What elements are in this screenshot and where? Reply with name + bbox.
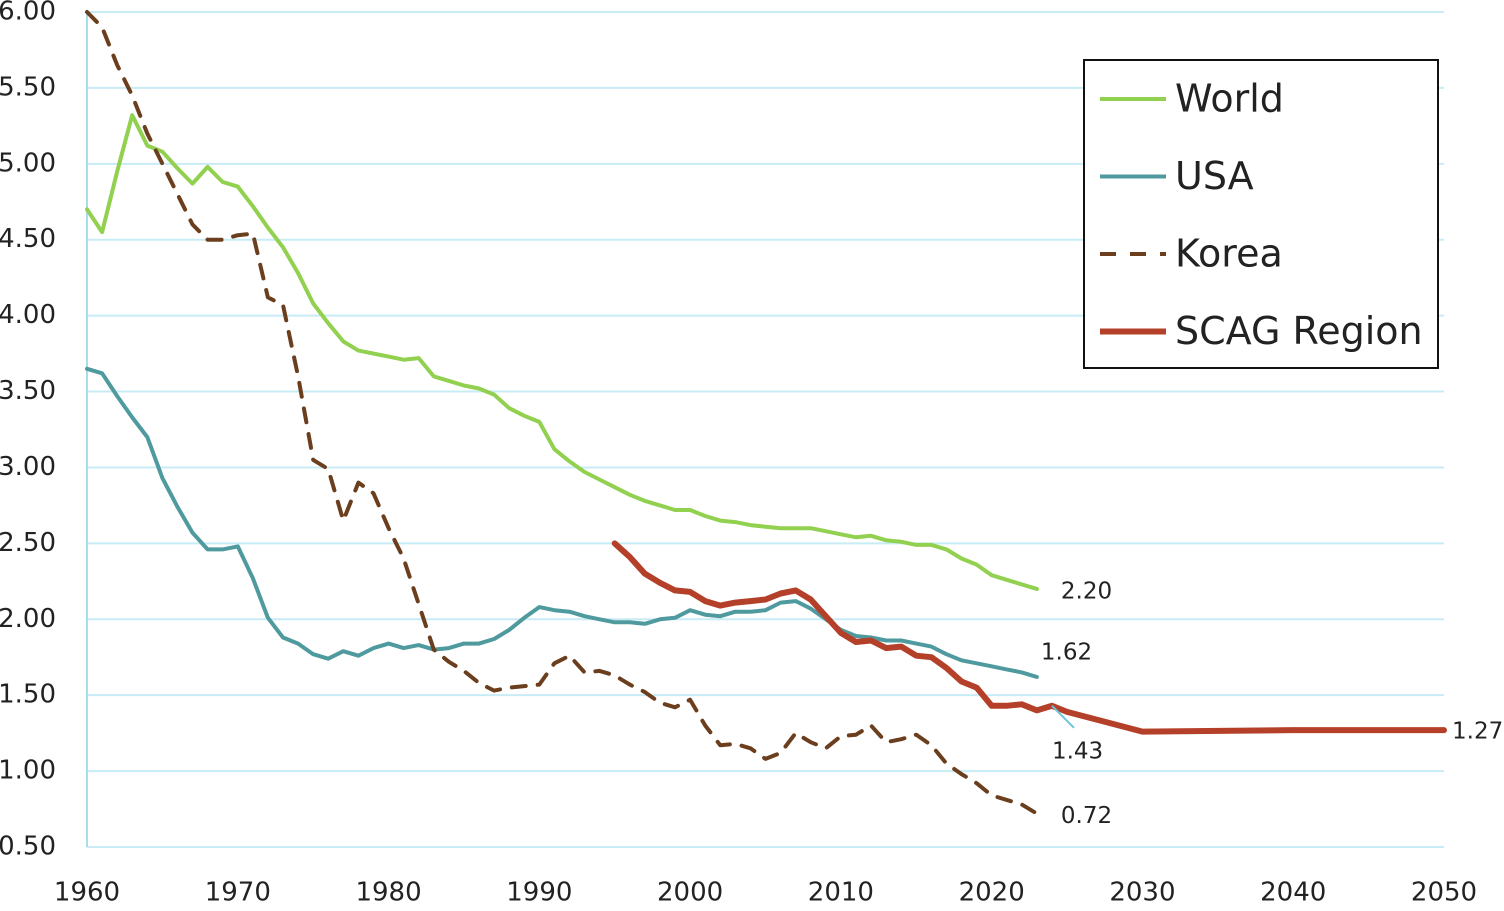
legend-label: Korea — [1175, 232, 1283, 276]
legend-label: SCAG Region — [1175, 309, 1423, 353]
y-tick-label: 2.00 — [0, 604, 56, 634]
y-tick-label: 5.50 — [0, 72, 56, 102]
legend-label: USA — [1175, 154, 1254, 198]
x-tick-label: 2000 — [657, 878, 723, 908]
x-tick-label: 1980 — [355, 878, 421, 908]
leader-line — [1051, 705, 1075, 729]
y-tick-label: 4.50 — [0, 224, 56, 254]
y-tick-label: 4.00 — [0, 300, 56, 330]
y-tick-label: 1.50 — [0, 680, 56, 710]
y-tick-label: 6.00 — [0, 0, 56, 27]
legend-label: World — [1175, 77, 1284, 121]
data-label: 2.20 — [1061, 578, 1112, 604]
x-tick-label: 1970 — [205, 878, 271, 908]
series-line — [85, 113, 1039, 591]
x-tick-label: 1960 — [54, 878, 120, 908]
y-tick-label: 1.00 — [0, 756, 56, 786]
data-label: 1.43 — [1052, 738, 1103, 764]
x-tick-label: 2010 — [808, 878, 874, 908]
data-label: 1.62 — [1041, 639, 1092, 665]
data-label: 0.72 — [1061, 803, 1112, 829]
x-tick-label: 2050 — [1411, 878, 1477, 908]
series-line — [85, 10, 1039, 816]
x-tick-label: 2030 — [1109, 878, 1175, 908]
x-tick-label: 2040 — [1260, 878, 1326, 908]
legend-box — [1083, 59, 1439, 369]
series-line — [611, 540, 1447, 735]
y-tick-label: 5.00 — [0, 148, 56, 178]
y-tick-label: 3.00 — [0, 452, 56, 482]
x-tick-label: 1990 — [506, 878, 572, 908]
y-tick-label: 2.50 — [0, 528, 56, 558]
data-label: 1.27 — [1452, 719, 1503, 745]
series-line — [85, 366, 1039, 679]
x-tick-label: 2020 — [959, 878, 1025, 908]
y-tick-label: 3.50 — [0, 376, 56, 406]
y-tick-label: 0.50 — [0, 832, 56, 862]
